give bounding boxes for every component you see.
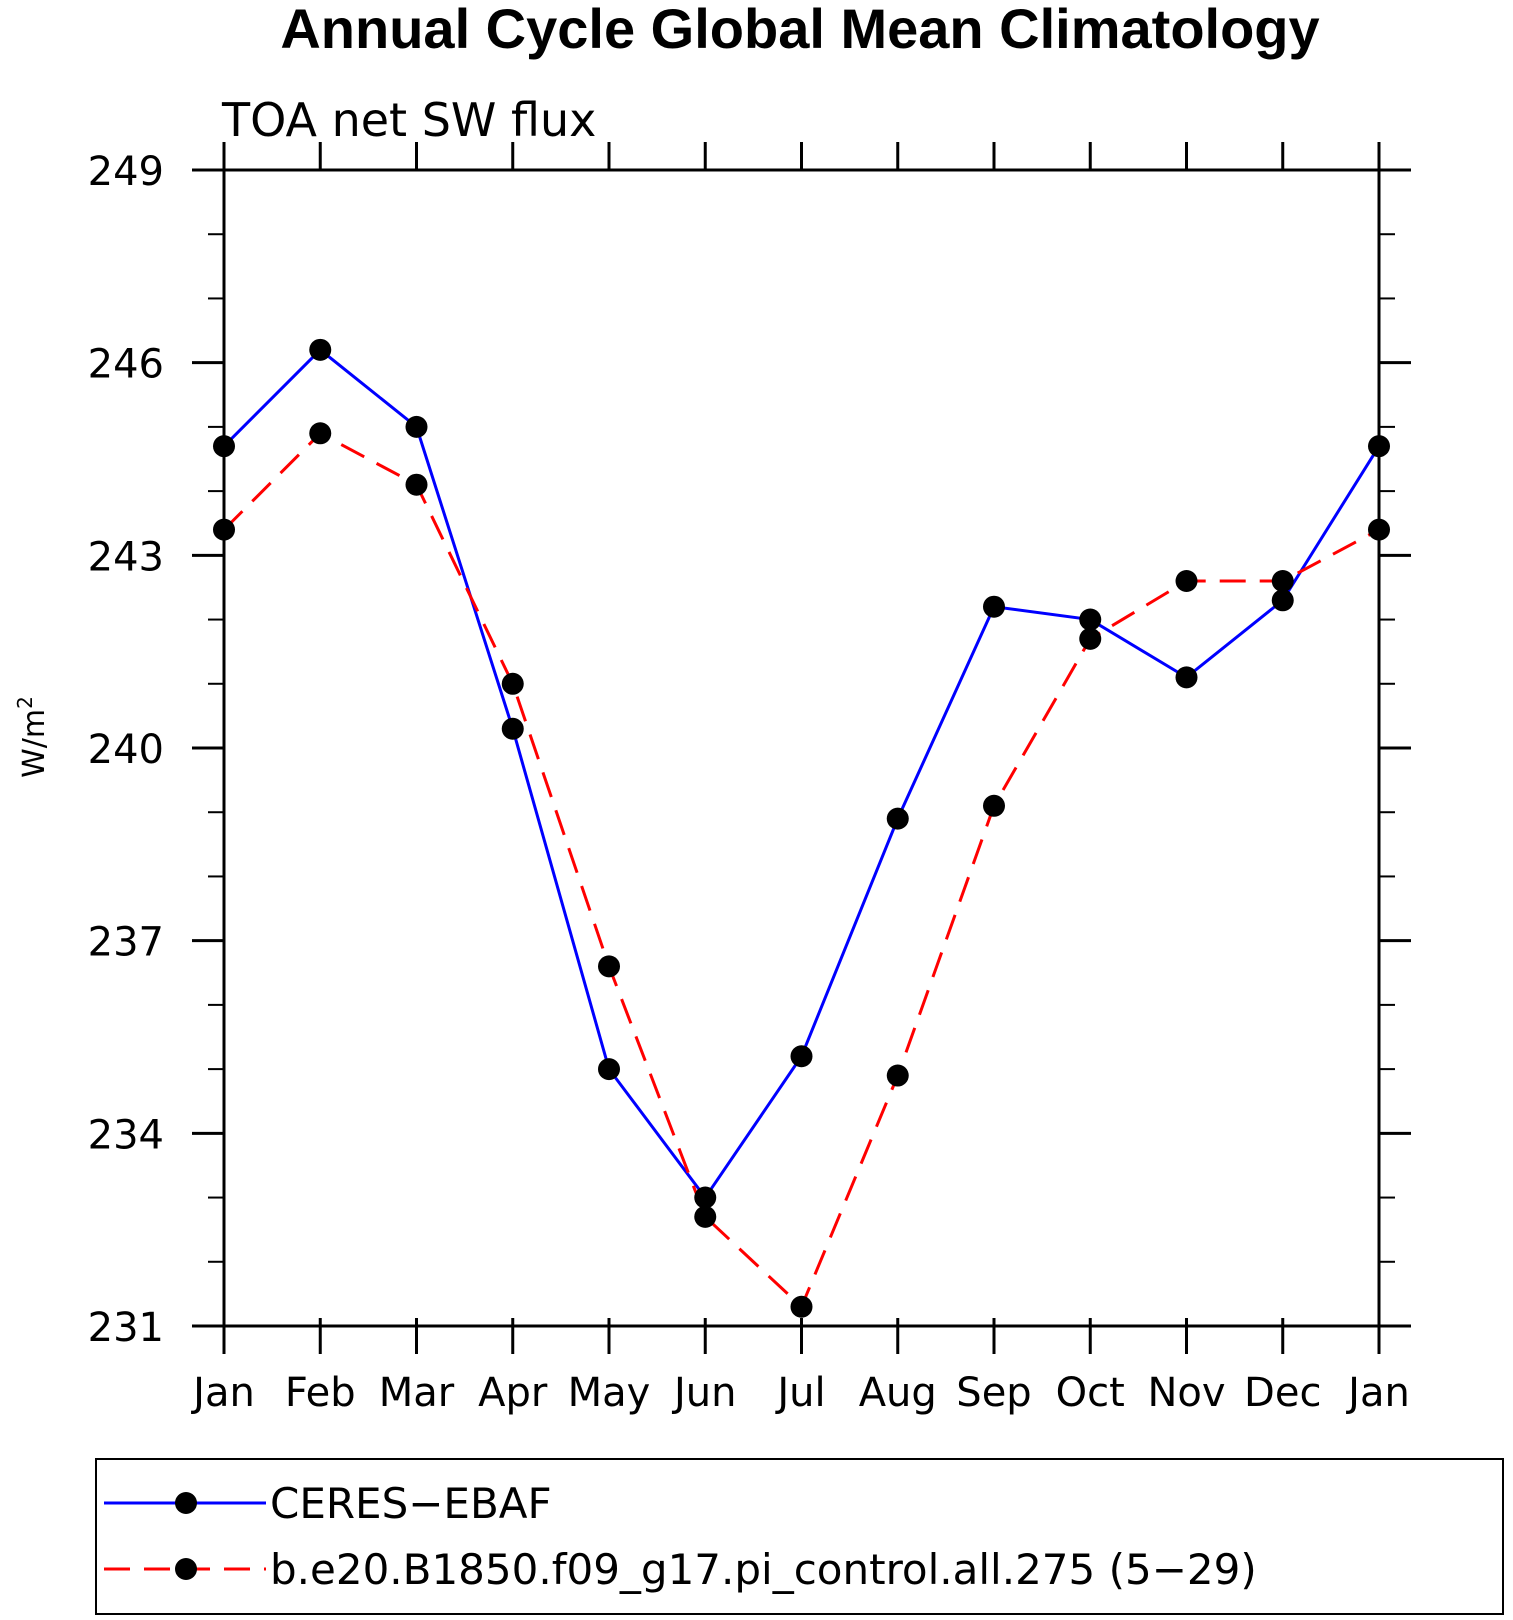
series-2-point [886, 1064, 909, 1087]
y-tick-label: 231 [88, 1305, 164, 1351]
series-2-point [983, 794, 1005, 817]
legend-box [95, 1458, 1504, 1615]
x-tick-label: Nov [1147, 1370, 1225, 1416]
series-1-point [983, 595, 1005, 618]
x-tick-label: Dec [1244, 1370, 1321, 1416]
legend-label-2: b.e20.B1850.f09_g17.pi_control.all.275 (… [270, 1545, 1257, 1594]
y-tick-label: 234 [88, 1112, 164, 1158]
x-tick-label: Jun [671, 1370, 737, 1416]
x-tick-label: Aug [859, 1370, 937, 1416]
series-1-point [598, 1058, 620, 1081]
series-1-point [1175, 666, 1198, 689]
axis-ticks [192, 142, 1411, 1354]
x-tick-label: Apr [478, 1370, 548, 1416]
y-tick-label: 240 [88, 727, 164, 773]
x-tick-label: May [568, 1370, 651, 1416]
series-2-point [501, 672, 524, 695]
y-tick-label: 246 [88, 342, 164, 388]
series-1-point [1079, 608, 1102, 631]
y-axis-label-text: W/m [17, 709, 52, 778]
y-tick-label: 249 [88, 149, 164, 195]
x-tick-label: Jul [774, 1370, 825, 1416]
series-1-point [1368, 435, 1390, 458]
y-tick-label: 237 [88, 920, 164, 966]
series-1-point [790, 1045, 813, 1068]
svg-text:W/m2: W/m2 [13, 696, 52, 778]
x-tick-label: Jan [1345, 1370, 1410, 1416]
series-2-point [694, 1205, 717, 1228]
legend: CERES−EBAF b.e20.B1850.f09_g17.pi_control… [104, 1479, 1257, 1594]
series-2-point [598, 955, 620, 978]
series-line-2 [222, 431, 1380, 1310]
y-tick-label: 243 [88, 534, 164, 580]
series-2-point [1079, 627, 1102, 650]
x-tick-label: Oct [1056, 1370, 1125, 1416]
y-axis-label-superscript: 2 [13, 696, 37, 709]
series-2-point [1271, 570, 1294, 593]
series-1-point [886, 807, 909, 830]
legend-label-1: CERES−EBAF [270, 1479, 552, 1528]
plot-area-frame [222, 168, 1381, 1328]
tick-labels: Jan Feb Mar Apr May Jun Jul Aug Sep Oct Nov Dec Jan 2… [88, 149, 1410, 1416]
series-2-point [213, 518, 235, 541]
x-tick-label: Feb [285, 1370, 356, 1416]
chart-subtitle: TOA net SW flux [221, 93, 596, 147]
series-2-point [1368, 518, 1390, 541]
series-line-1 [222, 347, 1381, 1201]
series-1-point [213, 435, 235, 458]
series-2-point [405, 473, 428, 496]
series-2-point [309, 422, 332, 445]
x-tick-label: Mar [379, 1370, 455, 1416]
series-1-point [309, 338, 332, 361]
legend-swatch-marker-1 [175, 1492, 197, 1514]
series-1-point [405, 415, 428, 438]
legend-swatch-marker-2 [175, 1558, 197, 1580]
x-tick-label: Jan [190, 1370, 255, 1416]
series-2-point [1175, 570, 1198, 593]
data-series [213, 338, 1390, 1318]
series-2-point [790, 1295, 813, 1318]
series-1-point [501, 717, 524, 740]
x-tick-label: Sep [956, 1370, 1031, 1416]
series-1-point [1271, 589, 1294, 612]
y-axis-label: W/m2 [13, 696, 52, 778]
series-1-point [694, 1186, 717, 1209]
chart-title: Annual Cycle Global Mean Climatology [280, 0, 1319, 60]
